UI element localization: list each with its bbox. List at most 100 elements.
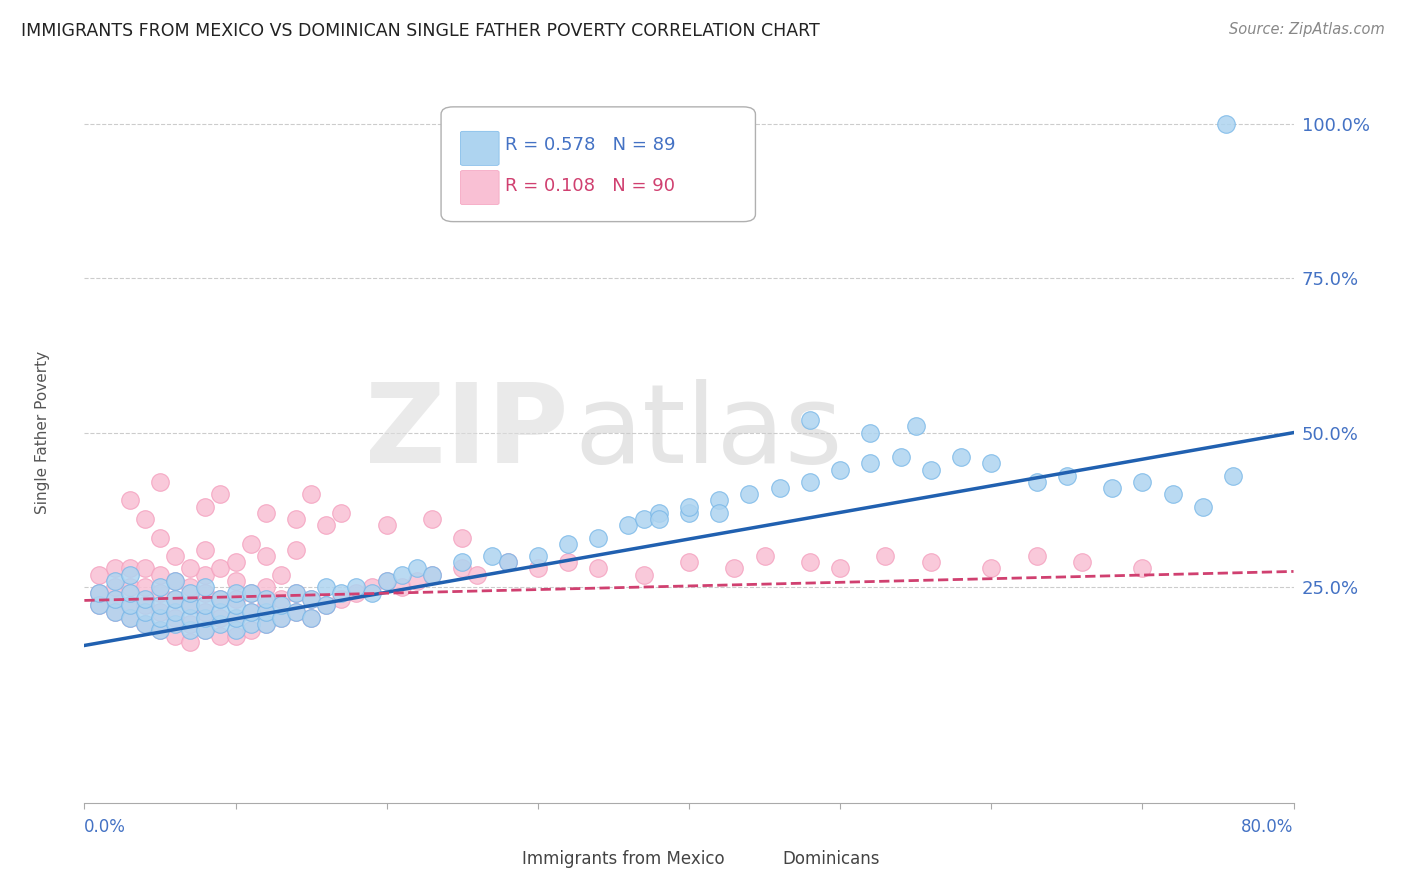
Point: [118, 599, 141, 613]
Point: [254, 605, 277, 619]
Point: [239, 536, 262, 550]
Point: [149, 623, 172, 637]
Point: [118, 493, 141, 508]
Point: [209, 629, 232, 643]
Point: [709, 506, 731, 520]
Point: [239, 605, 262, 619]
Point: [239, 616, 262, 631]
Point: [451, 561, 474, 575]
Point: [179, 599, 201, 613]
Point: [527, 549, 550, 563]
Point: [285, 605, 308, 619]
Point: [89, 586, 111, 600]
Point: [1222, 468, 1244, 483]
Point: [134, 616, 156, 631]
Point: [179, 623, 201, 637]
Point: [149, 531, 172, 545]
Text: Immigrants from Mexico: Immigrants from Mexico: [522, 850, 724, 868]
Point: [254, 506, 277, 520]
Point: [648, 512, 671, 526]
Text: ZIP: ZIP: [364, 379, 568, 486]
Point: [481, 549, 503, 563]
Point: [859, 425, 882, 440]
Point: [920, 462, 942, 476]
Point: [225, 555, 247, 569]
Point: [225, 611, 247, 625]
Point: [1192, 500, 1215, 514]
Point: [830, 462, 852, 476]
Point: [209, 592, 232, 607]
Point: [285, 542, 308, 557]
Point: [890, 450, 912, 465]
Point: [194, 605, 217, 619]
Point: [225, 623, 247, 637]
Text: Single Father Poverty: Single Father Poverty: [35, 351, 49, 514]
Point: [179, 586, 201, 600]
Point: [118, 586, 141, 600]
Point: [134, 512, 156, 526]
Point: [194, 623, 217, 637]
Point: [799, 413, 821, 427]
Point: [920, 555, 942, 569]
Point: [299, 611, 322, 625]
Point: [315, 580, 337, 594]
Point: [406, 574, 429, 588]
Point: [165, 611, 187, 625]
Point: [1025, 549, 1047, 563]
Point: [165, 629, 187, 643]
Point: [104, 592, 127, 607]
Point: [239, 605, 262, 619]
Point: [588, 531, 610, 545]
Point: [179, 611, 201, 625]
Point: [1101, 481, 1123, 495]
Point: [496, 555, 519, 569]
Point: [467, 567, 489, 582]
Point: [209, 605, 232, 619]
Point: [360, 580, 382, 594]
Point: [859, 457, 882, 471]
Point: [209, 592, 232, 607]
Text: Dominicans: Dominicans: [782, 850, 880, 868]
Point: [285, 605, 308, 619]
Point: [299, 487, 322, 501]
Point: [179, 561, 201, 575]
Point: [270, 567, 292, 582]
Point: [194, 599, 217, 613]
Text: 0.0%: 0.0%: [84, 818, 127, 836]
Point: [299, 611, 322, 625]
Text: R = 0.578   N = 89: R = 0.578 N = 89: [505, 136, 676, 154]
Point: [194, 611, 217, 625]
Point: [165, 616, 187, 631]
Point: [1025, 475, 1047, 489]
Point: [980, 457, 1002, 471]
Point: [179, 635, 201, 649]
Text: Source: ZipAtlas.com: Source: ZipAtlas.com: [1229, 22, 1385, 37]
Point: [1071, 555, 1094, 569]
Point: [420, 567, 443, 582]
Point: [254, 599, 277, 613]
Point: [315, 518, 337, 533]
Point: [149, 623, 172, 637]
Point: [194, 542, 217, 557]
Point: [134, 605, 156, 619]
Point: [980, 561, 1002, 575]
Point: [194, 567, 217, 582]
Point: [209, 616, 232, 631]
Point: [225, 629, 247, 643]
Point: [406, 561, 429, 575]
Point: [239, 623, 262, 637]
Point: [134, 592, 156, 607]
Point: [633, 567, 655, 582]
Point: [391, 580, 413, 594]
Point: [165, 605, 187, 619]
Point: [254, 592, 277, 607]
Point: [254, 580, 277, 594]
Point: [254, 549, 277, 563]
Point: [104, 574, 127, 588]
Point: [104, 580, 127, 594]
Point: [557, 536, 579, 550]
Point: [89, 586, 111, 600]
FancyBboxPatch shape: [441, 107, 755, 221]
Point: [165, 592, 187, 607]
Point: [149, 599, 172, 613]
